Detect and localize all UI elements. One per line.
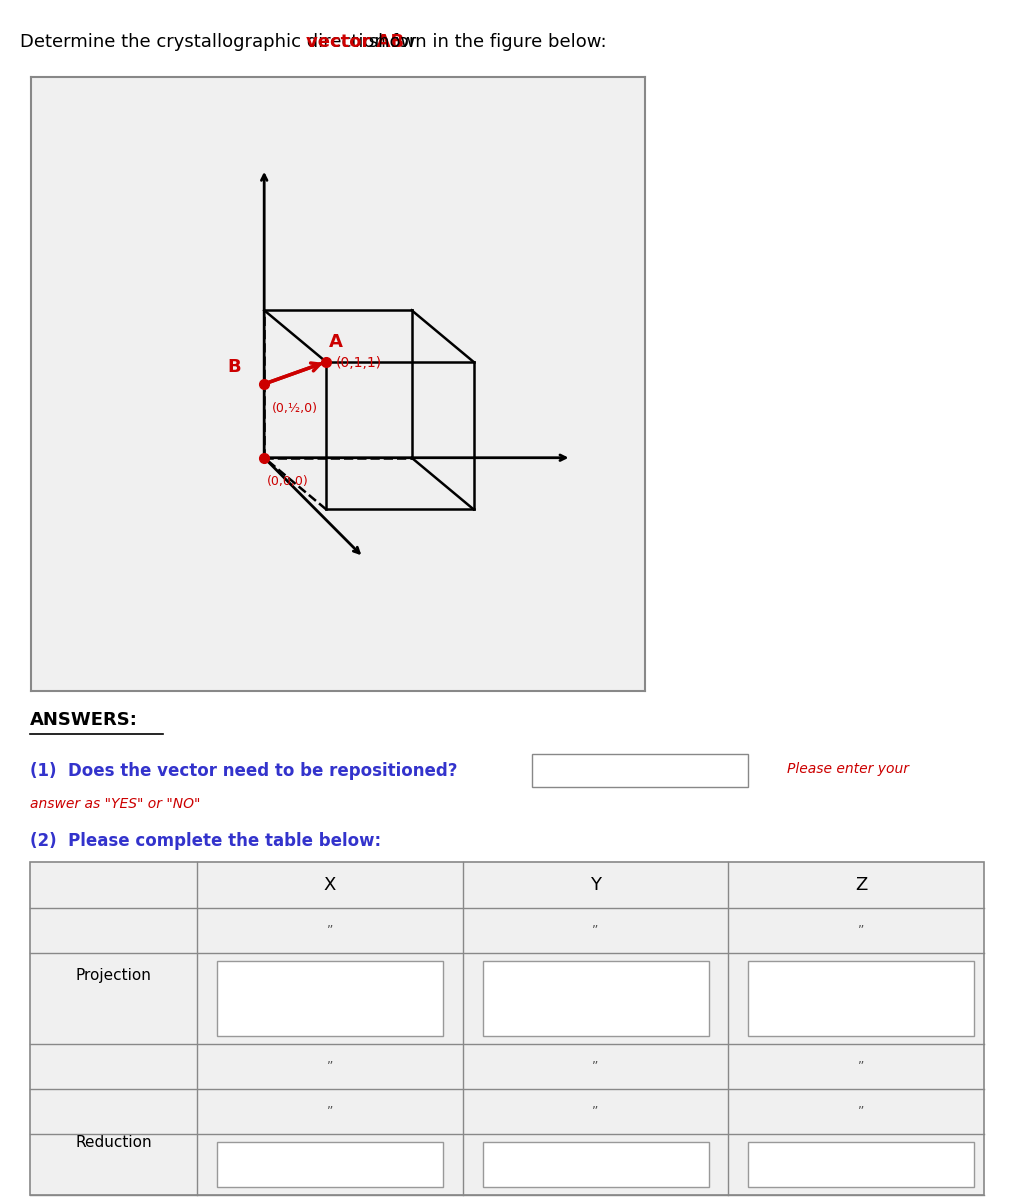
Text: ”: ” <box>592 1105 599 1118</box>
Text: answer as "YES" or "NO": answer as "YES" or "NO" <box>31 797 201 811</box>
Text: (0,0,0): (0,0,0) <box>267 475 309 488</box>
Text: ”: ” <box>592 1060 599 1073</box>
Text: X: X <box>324 876 336 894</box>
Text: Determine the crystallographic direction for: Determine the crystallographic direction… <box>20 32 423 50</box>
Bar <box>531 754 748 787</box>
Text: Please enter your: Please enter your <box>787 762 909 775</box>
Text: ”: ” <box>327 1105 334 1118</box>
Text: ”: ” <box>327 924 334 937</box>
Text: Y: Y <box>590 876 601 894</box>
Text: ANSWERS:: ANSWERS: <box>31 712 138 730</box>
Text: ”: ” <box>858 1060 864 1073</box>
Text: ”: ” <box>858 1105 864 1118</box>
Text: Reduction: Reduction <box>76 1134 153 1150</box>
Text: (0,½,0): (0,½,0) <box>271 402 317 415</box>
Bar <box>748 960 974 1036</box>
Text: shown in the figure below:: shown in the figure below: <box>364 32 607 50</box>
Text: (2)  Please complete the table below:: (2) Please complete the table below: <box>31 832 381 850</box>
Bar <box>31 863 984 1195</box>
Bar <box>217 1142 443 1188</box>
Text: vector AB: vector AB <box>306 32 404 50</box>
Text: A: A <box>329 332 343 350</box>
Text: Z: Z <box>855 876 867 894</box>
Bar <box>217 960 443 1036</box>
Text: ”: ” <box>592 924 599 937</box>
Bar <box>482 1142 709 1188</box>
Bar <box>748 1142 974 1188</box>
Bar <box>482 960 709 1036</box>
Text: ”: ” <box>858 924 864 937</box>
Text: B: B <box>227 358 241 376</box>
Text: (0,1,1): (0,1,1) <box>335 355 382 370</box>
Text: ”: ” <box>327 1060 334 1073</box>
Text: Projection: Projection <box>76 968 152 983</box>
Text: (1)  Does the vector need to be repositioned?: (1) Does the vector need to be repositio… <box>31 762 458 780</box>
